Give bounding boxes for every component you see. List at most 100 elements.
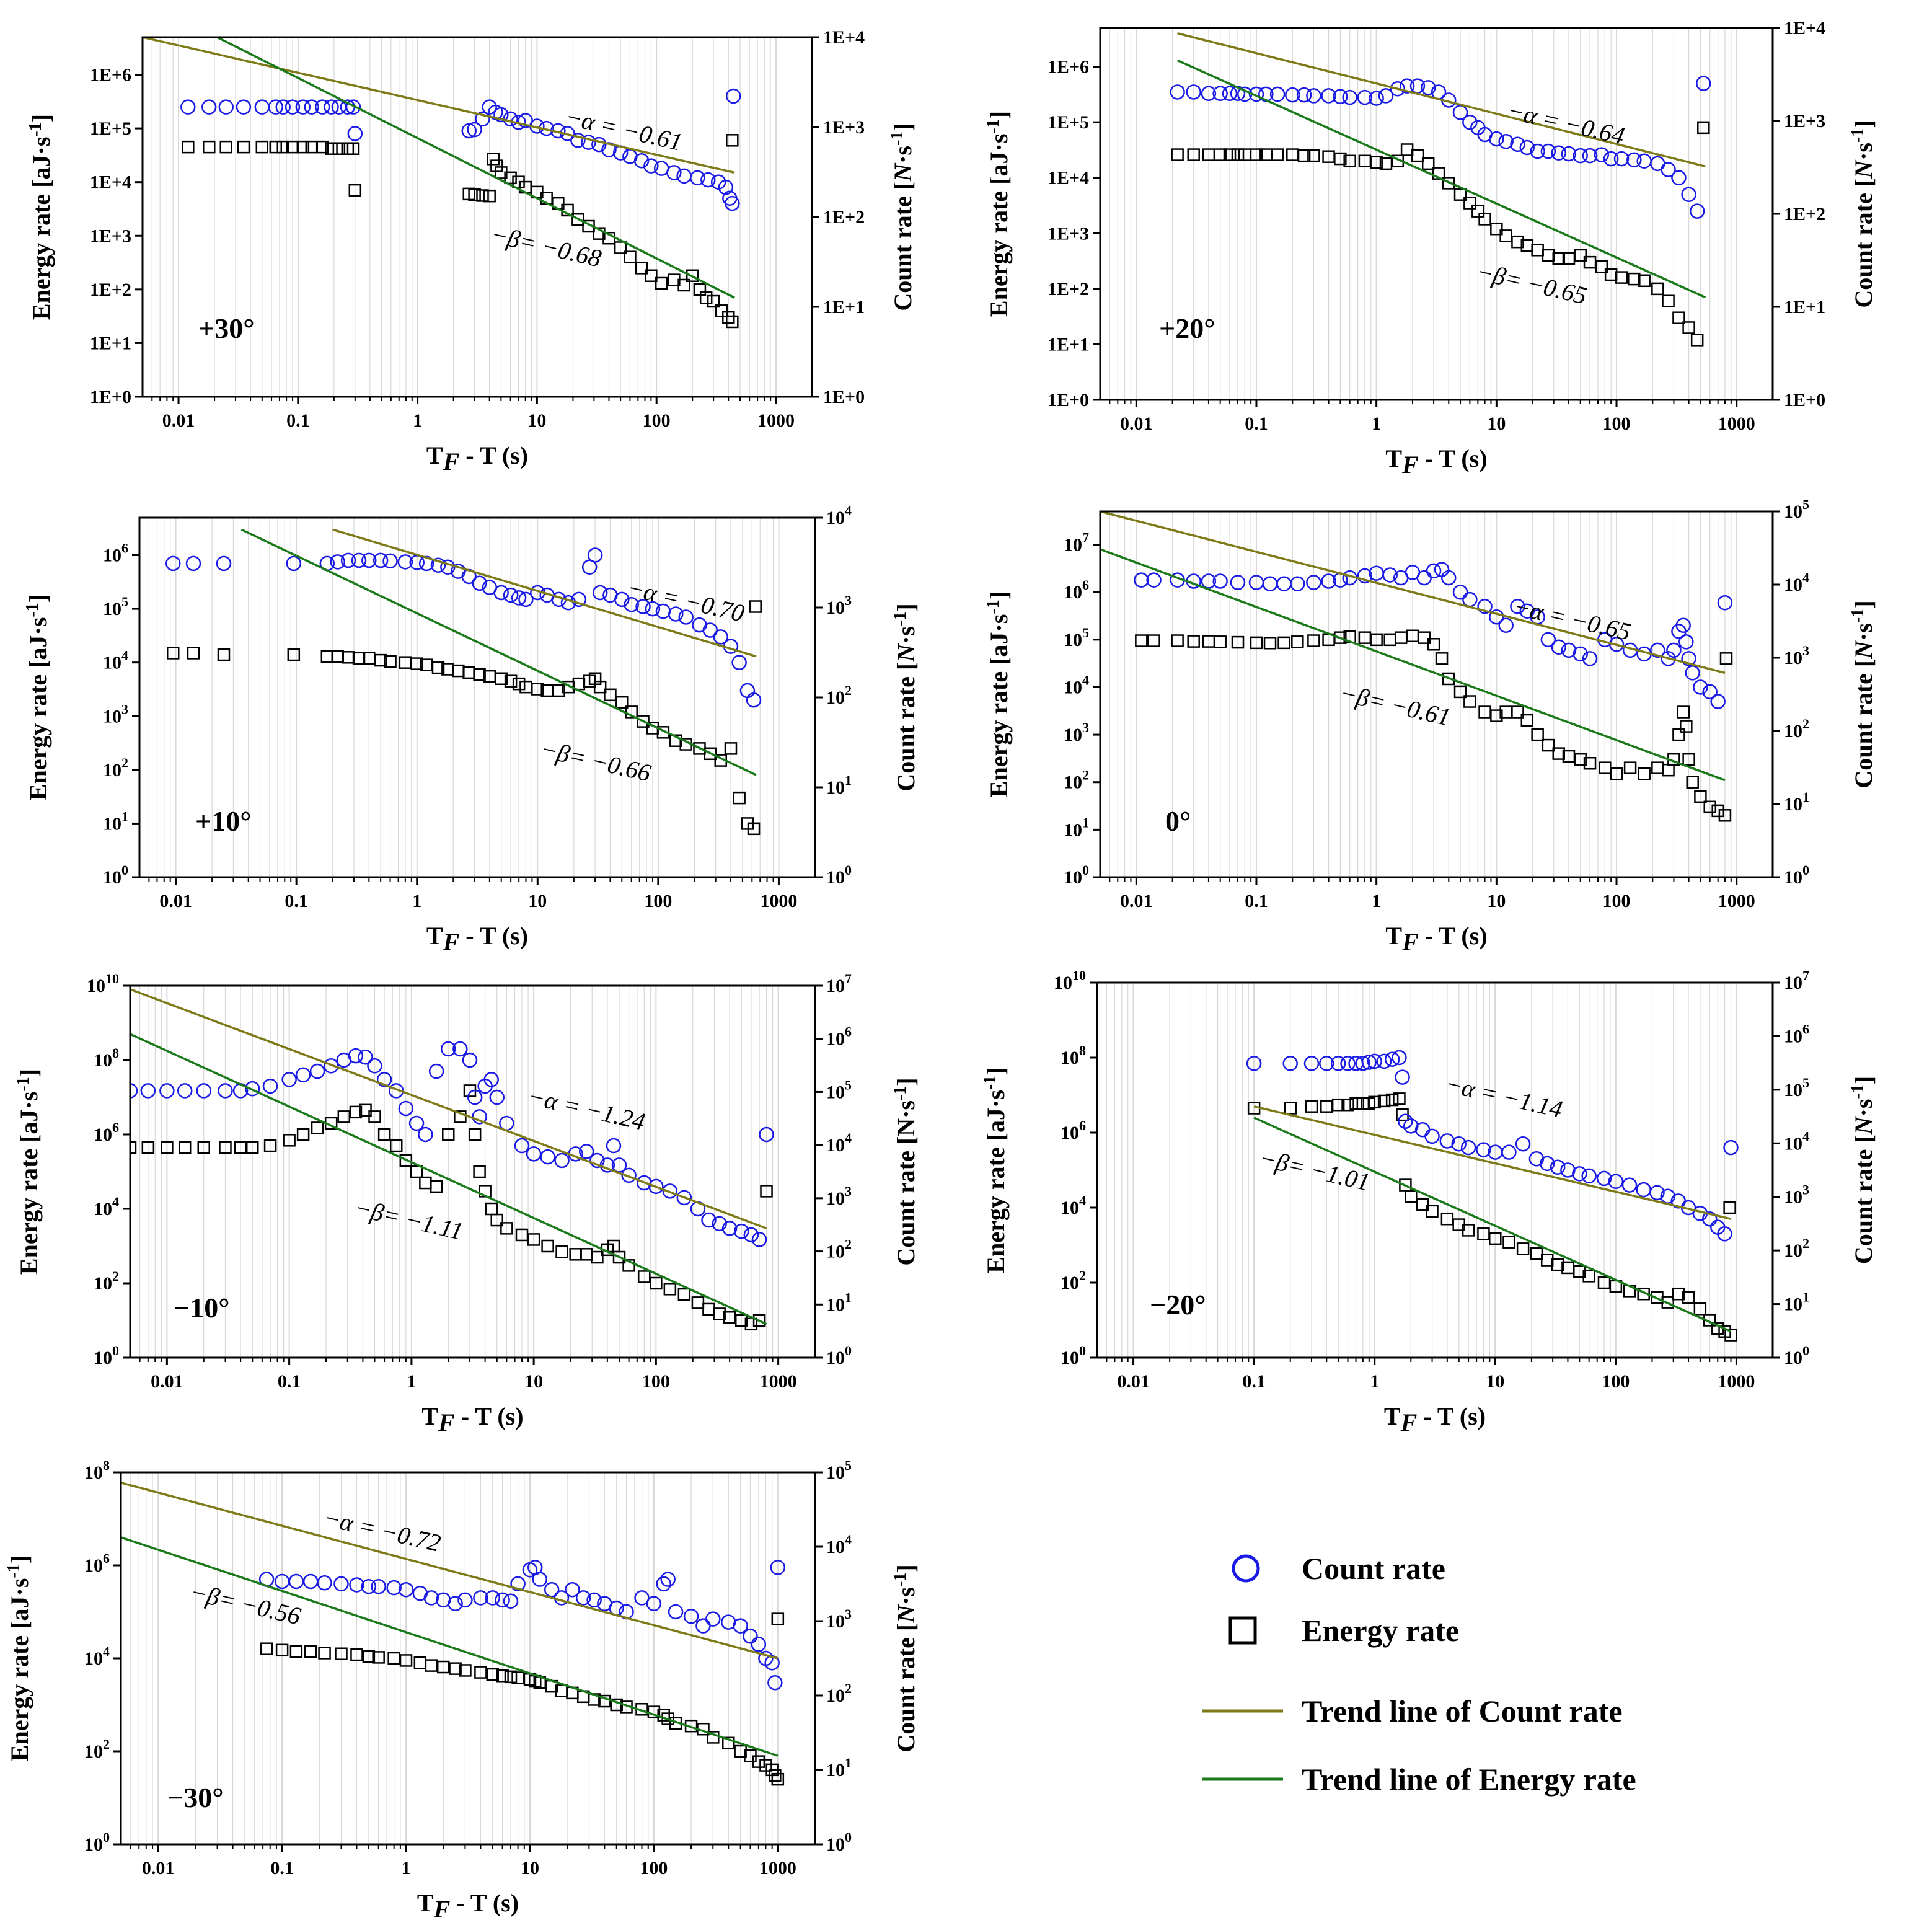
y-left-tick-label: 1E+5 [1048,112,1089,133]
y-left-tick-label: 1E+3 [1048,223,1089,244]
energy-rate-point [359,1103,372,1117]
tick-exponent: 2 [845,683,852,698]
count-rate-point [330,554,346,570]
count-rate-point [317,1575,332,1591]
count-trend-line [1253,1105,1731,1220]
energy-rate-point [219,140,233,154]
energy-rate-point [490,1213,503,1227]
energy-rate-point [1530,1247,1543,1260]
tick-base: 10 [1784,1240,1802,1261]
x-tick-label: 1000 [1718,413,1755,434]
x-tick-label: 0.1 [285,891,308,911]
y-left-tick-label: 104 [1064,672,1089,697]
plot-frame [120,1471,816,1846]
count-rate-point [1416,570,1432,586]
x-tick-label: 0.01 [162,410,195,431]
count-rate-point [767,1674,783,1691]
y-right-axis-title: Count rate [N·s-1] [1848,120,1877,307]
y-left-axis-title-sup: -1 [984,119,1003,133]
energy-rate-point [661,1712,674,1725]
tick-exponent: 0 [845,862,852,878]
x-tick-label: 10 [1487,891,1506,911]
count-rate-point [1246,1056,1262,1071]
energy-rate-point [296,1128,310,1141]
count-rate-point [1477,599,1493,614]
y-right-axis-title-main: Count rate [ [892,1623,920,1753]
count-rate-point [1290,576,1305,591]
energy-trend-line [214,37,735,299]
count-rate-point [1671,170,1687,185]
x-axis-title: TF - T (s) [421,1402,523,1436]
energy-rate-point [1490,709,1503,722]
plot-frame [1096,981,1774,1359]
energy-rate-point [624,250,637,263]
count-rate-point [586,1592,602,1608]
count-rate-point [495,1592,510,1608]
count-trend-line [1100,511,1726,674]
tick-exponent: 7 [1802,968,1809,983]
energy-rate-point [1552,252,1566,265]
panel-label: +20° [1159,312,1215,344]
count-rate-point [1551,145,1567,161]
energy-rate-point [1489,1232,1502,1245]
energy-rate-point [693,283,707,296]
energy-rate-point [1147,634,1160,647]
energy-rate-point [1334,631,1347,644]
energy-rate-point [645,269,658,282]
energy-rate-point [325,142,338,155]
x-axis-title-tail: - T (s) [459,441,528,469]
energy-rate-point [197,1141,211,1154]
y-right-tick-label: 106 [826,1024,852,1050]
y-left-tick-label: 1E+6 [1048,57,1089,77]
energy-rate-point [346,142,360,155]
energy-rate-point [527,1233,540,1246]
y-left-tick-label: 102 [1064,767,1089,793]
tick-exponent: 2 [103,1736,110,1752]
count-rate-point [503,587,519,603]
y-right-tick-label: 105 [1784,497,1809,522]
energy-rate-point [1574,249,1587,262]
x-tick-label: 0.1 [1245,413,1268,434]
x-tick-label: 0.01 [151,1371,183,1392]
y-right-tick-label: 1E+2 [1784,204,1825,224]
energy-rate-point [1638,274,1651,288]
y-left-tick-label: 1E+0 [90,387,131,407]
legend: Count rate Energy rate Trend line of Cou… [1202,1551,1636,1797]
energy-rate-point [1693,1302,1707,1316]
tick-exponent: 4 [1079,1193,1086,1208]
count-rate-point [1723,1139,1739,1156]
x-tick-label: 0.01 [1117,1371,1150,1392]
energy-rate-point [1271,148,1284,161]
y-right-axis-title-sup: -1 [891,612,910,626]
plot-frame [129,984,816,1359]
y-left-axis-title: Energy rate [aJ·s-1] [14,1069,43,1275]
tick-exponent: 2 [1802,716,1809,732]
y-left-tick-label: 106 [1061,1118,1086,1143]
tick-base: 10 [1061,1273,1079,1293]
y-right-axis-title-italic: N [1850,640,1877,660]
x-tick-label: 100 [640,1858,668,1878]
count-rate-point [1134,572,1149,588]
x-tick-label: 1 [412,891,421,911]
count-trend-line [130,988,767,1230]
y-right-axis-title: Count rate [N·s-1] [888,123,917,311]
y-right-axis-title-main: Count rate [ [1850,1134,1877,1264]
energy-rate-point [377,1128,391,1141]
tick-exponent: 6 [1079,1118,1086,1133]
y-left-axis-title: Energy rate [aJ·s-1] [26,114,55,320]
count-rate-point [1510,136,1525,153]
count-rate-point [441,1041,456,1057]
energy-rate-point [1662,294,1675,307]
energy-rate-point [1277,636,1290,650]
tick-exponent: 4 [121,648,128,663]
count-rate-point [676,1190,692,1206]
y-left-tick-label: 1E+1 [90,333,131,353]
count-rate-point [759,1126,774,1143]
count-rate-point [1355,1056,1371,1071]
tick-base: 10 [1784,1026,1802,1046]
count-rate-point [1594,147,1610,162]
energy-rate-point [580,1248,593,1261]
x-tick-label: 10 [1487,413,1506,434]
y-right-axis-title-end: ] [889,123,917,131]
y-right-tick-label: 1E+4 [1784,18,1825,38]
